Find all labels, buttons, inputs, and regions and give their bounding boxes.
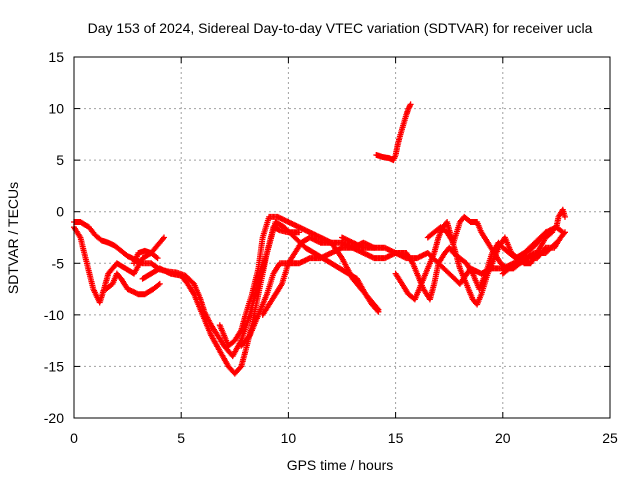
- y-tick-label: -15: [44, 358, 64, 374]
- plus-markers: [499, 206, 568, 277]
- plus-markers: [392, 219, 556, 308]
- series-track-f: [216, 213, 382, 349]
- y-tick-label: -20: [44, 410, 64, 426]
- y-tick-label: 15: [48, 49, 64, 65]
- chart-title: Day 153 of 2024, Sidereal Day-to-day VTE…: [88, 20, 593, 36]
- plus-markers: [103, 270, 163, 298]
- y-axis-label: SDTVAR / TECUs: [5, 182, 21, 294]
- series-track-l: [499, 206, 568, 277]
- plus-markers: [373, 101, 414, 164]
- series-track-m: [373, 101, 414, 164]
- x-tick-label: 15: [388, 430, 404, 446]
- axis-ticks: [73, 56, 611, 419]
- series-track-d: [131, 247, 161, 267]
- y-tick-label: -10: [44, 307, 64, 323]
- x-tick-label: 20: [495, 430, 511, 446]
- plus-markers: [131, 247, 161, 267]
- x-axis-label: GPS time / hours: [287, 457, 394, 473]
- x-tick-label: 5: [177, 430, 185, 446]
- plus-markers: [424, 213, 568, 272]
- series-track-c: [103, 270, 163, 298]
- series-track-j: [392, 219, 556, 308]
- y-tick-label: -5: [52, 255, 65, 271]
- data-series: [71, 101, 568, 377]
- x-tick-label: 25: [602, 430, 618, 446]
- x-tick-label: 0: [70, 430, 78, 446]
- y-tick-labels: 15 10 5 0 -5 -10 -15 -20: [44, 49, 64, 426]
- x-tick-label: 10: [281, 430, 297, 446]
- x-tick-labels: 0 5 10 15 20 25: [70, 430, 618, 446]
- plus-markers: [216, 213, 382, 349]
- plot-frame: [73, 56, 611, 419]
- y-tick-label: 10: [48, 101, 64, 117]
- y-tick-label: 5: [56, 152, 64, 168]
- y-tick-label: 0: [56, 204, 64, 220]
- series-track-k: [424, 213, 568, 272]
